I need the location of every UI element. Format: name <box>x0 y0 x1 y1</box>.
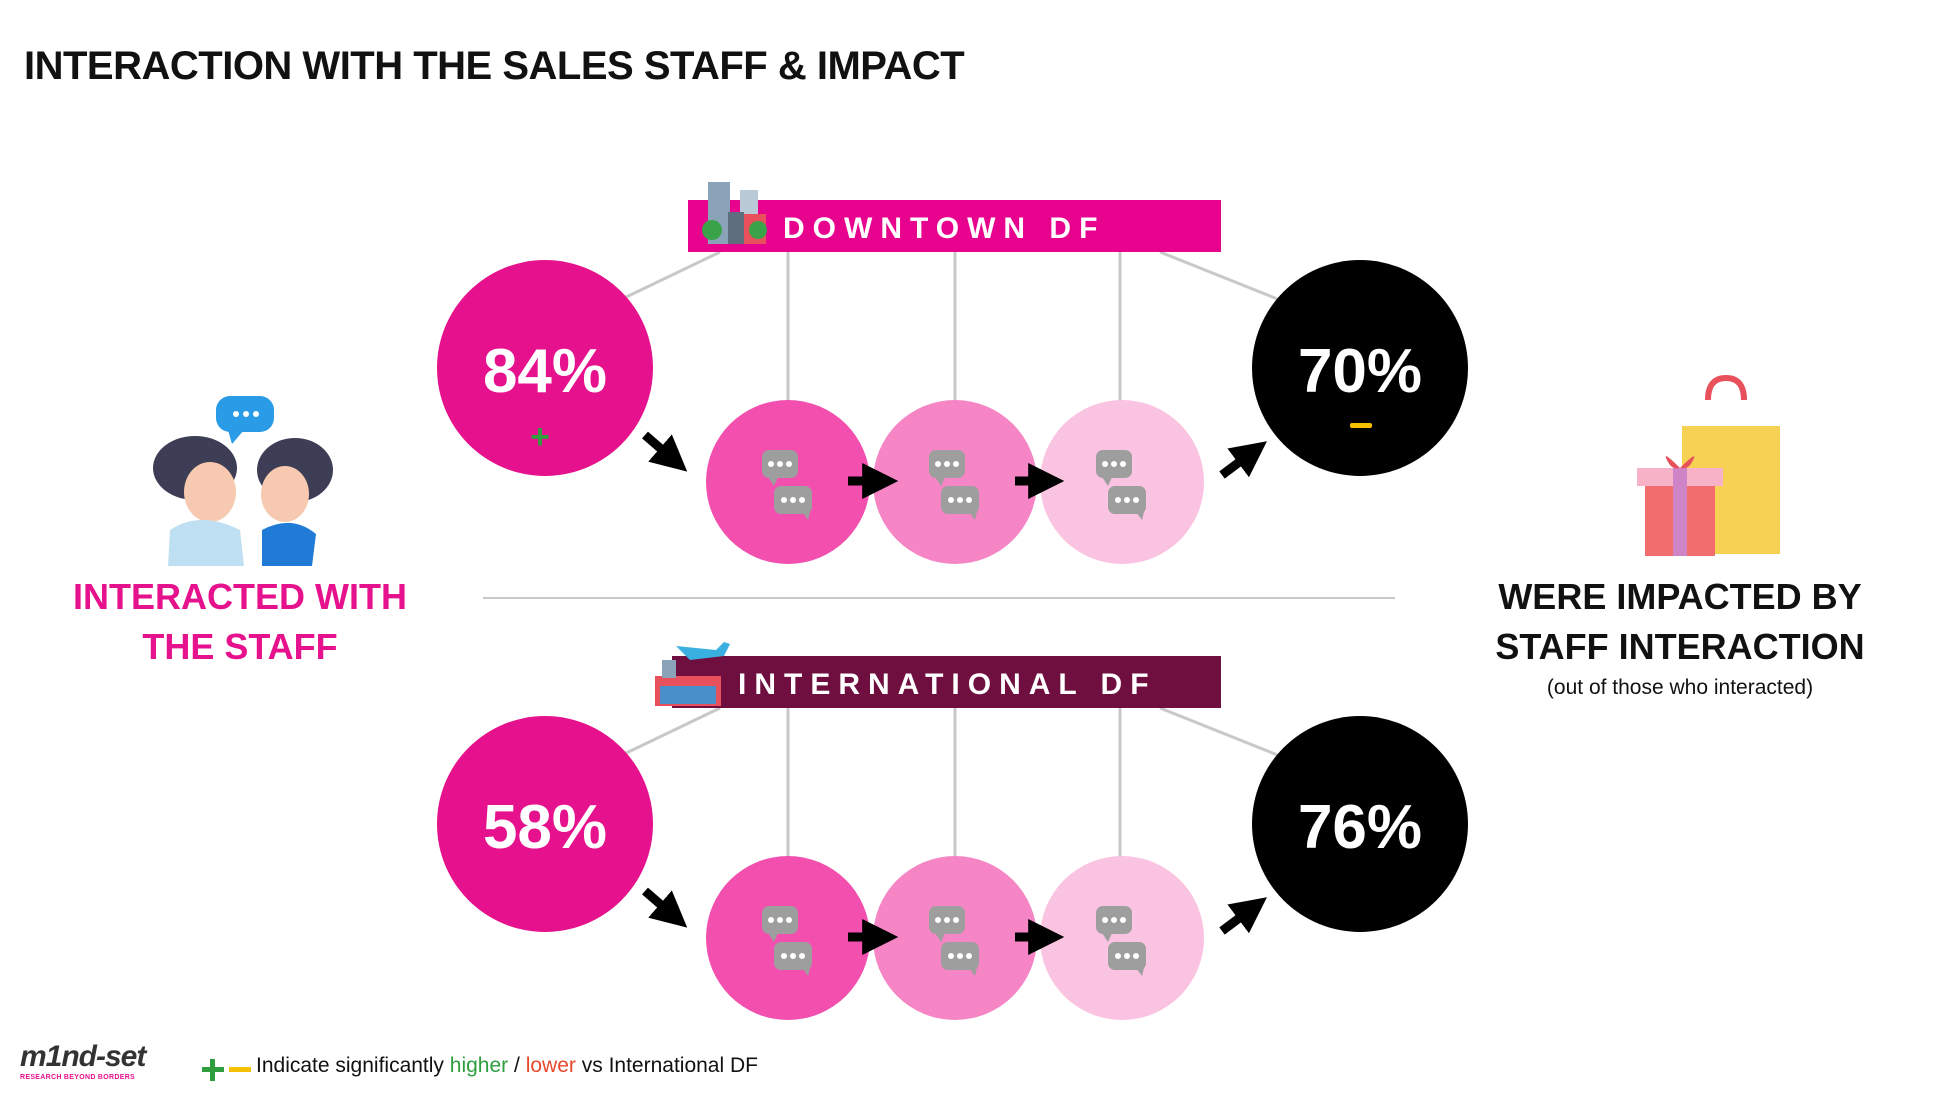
legend-suffix: vs International DF <box>581 1054 758 1077</box>
international-chat-circle-3 <box>1040 856 1204 1020</box>
downtown-lower-marker <box>1350 423 1372 428</box>
legend-plus-minus-icon <box>202 1059 251 1081</box>
international-banner-label: INTERNATIONAL DF <box>738 668 1157 701</box>
arrow-in <box>642 431 688 472</box>
downtown-higher-marker: + <box>530 418 550 456</box>
segment-international: INTERNATIONAL DF 58% 76% <box>437 642 1468 1020</box>
airport-icon <box>655 642 730 706</box>
interacted-label: INTERACTED WITH THE STAFF <box>40 572 440 672</box>
international-interacted-circle <box>437 716 653 932</box>
arrow-out <box>1219 897 1267 935</box>
international-chat-circle-2 <box>873 856 1037 1020</box>
downtown-chat-circle-2 <box>873 400 1037 564</box>
international-impacted-value: 76% <box>1298 793 1422 862</box>
downtown-chat-circle-1 <box>706 400 870 564</box>
arrow-out <box>1219 441 1267 479</box>
interacted-label-line1: INTERACTED WITH <box>73 576 407 617</box>
impacted-label-line1: WERE IMPACTED BY <box>1498 576 1862 617</box>
legend-prefix: Indicate significantly <box>256 1054 444 1077</box>
downtown-banner-label: DOWNTOWN DF <box>783 212 1105 245</box>
legend-higher: higher <box>449 1054 509 1077</box>
mindset-logo: m1nd-set RESEARCH BEYOND BORDERS <box>20 1040 180 1096</box>
impacted-label: WERE IMPACTED BY STAFF INTERACTION <box>1460 572 1900 672</box>
impacted-note: (out of those who interacted) <box>1546 676 1814 699</box>
page-title: INTERACTION WITH THE SALES STAFF & IMPAC… <box>24 44 965 88</box>
downtown-banner <box>688 200 1221 252</box>
international-impacted-circle <box>1252 716 1468 932</box>
legend-lower: lower <box>525 1054 576 1077</box>
logo-tagline: RESEARCH BEYOND BORDERS <box>20 1074 136 1081</box>
international-banner <box>672 656 1221 708</box>
logo-wordmark: m1nd-set <box>20 1040 146 1073</box>
arrow-in <box>642 887 688 928</box>
two-women-talking-icon <box>153 396 333 566</box>
downtown-interacted-circle <box>437 260 653 476</box>
impacted-label-line2: STAFF INTERACTION <box>1495 626 1865 667</box>
significance-legend: Indicate significantly higher / lower vs… <box>256 1054 758 1078</box>
downtown-impacted-circle <box>1252 260 1468 476</box>
segment-downtown: DOWNTOWN DF 84% + 70% <box>437 182 1468 564</box>
downtown-impacted-value: 70% <box>1298 337 1422 406</box>
downtown-interacted-value: 84% <box>483 337 607 406</box>
gift-shopping-bag-icon <box>1637 374 1780 556</box>
international-interacted-value: 58% <box>483 793 607 862</box>
international-chat-circle-1 <box>706 856 870 1020</box>
legend-slash: / <box>514 1054 520 1077</box>
city-buildings-icon <box>702 182 767 244</box>
interacted-label-line2: THE STAFF <box>142 626 338 667</box>
downtown-chat-circle-3 <box>1040 400 1204 564</box>
